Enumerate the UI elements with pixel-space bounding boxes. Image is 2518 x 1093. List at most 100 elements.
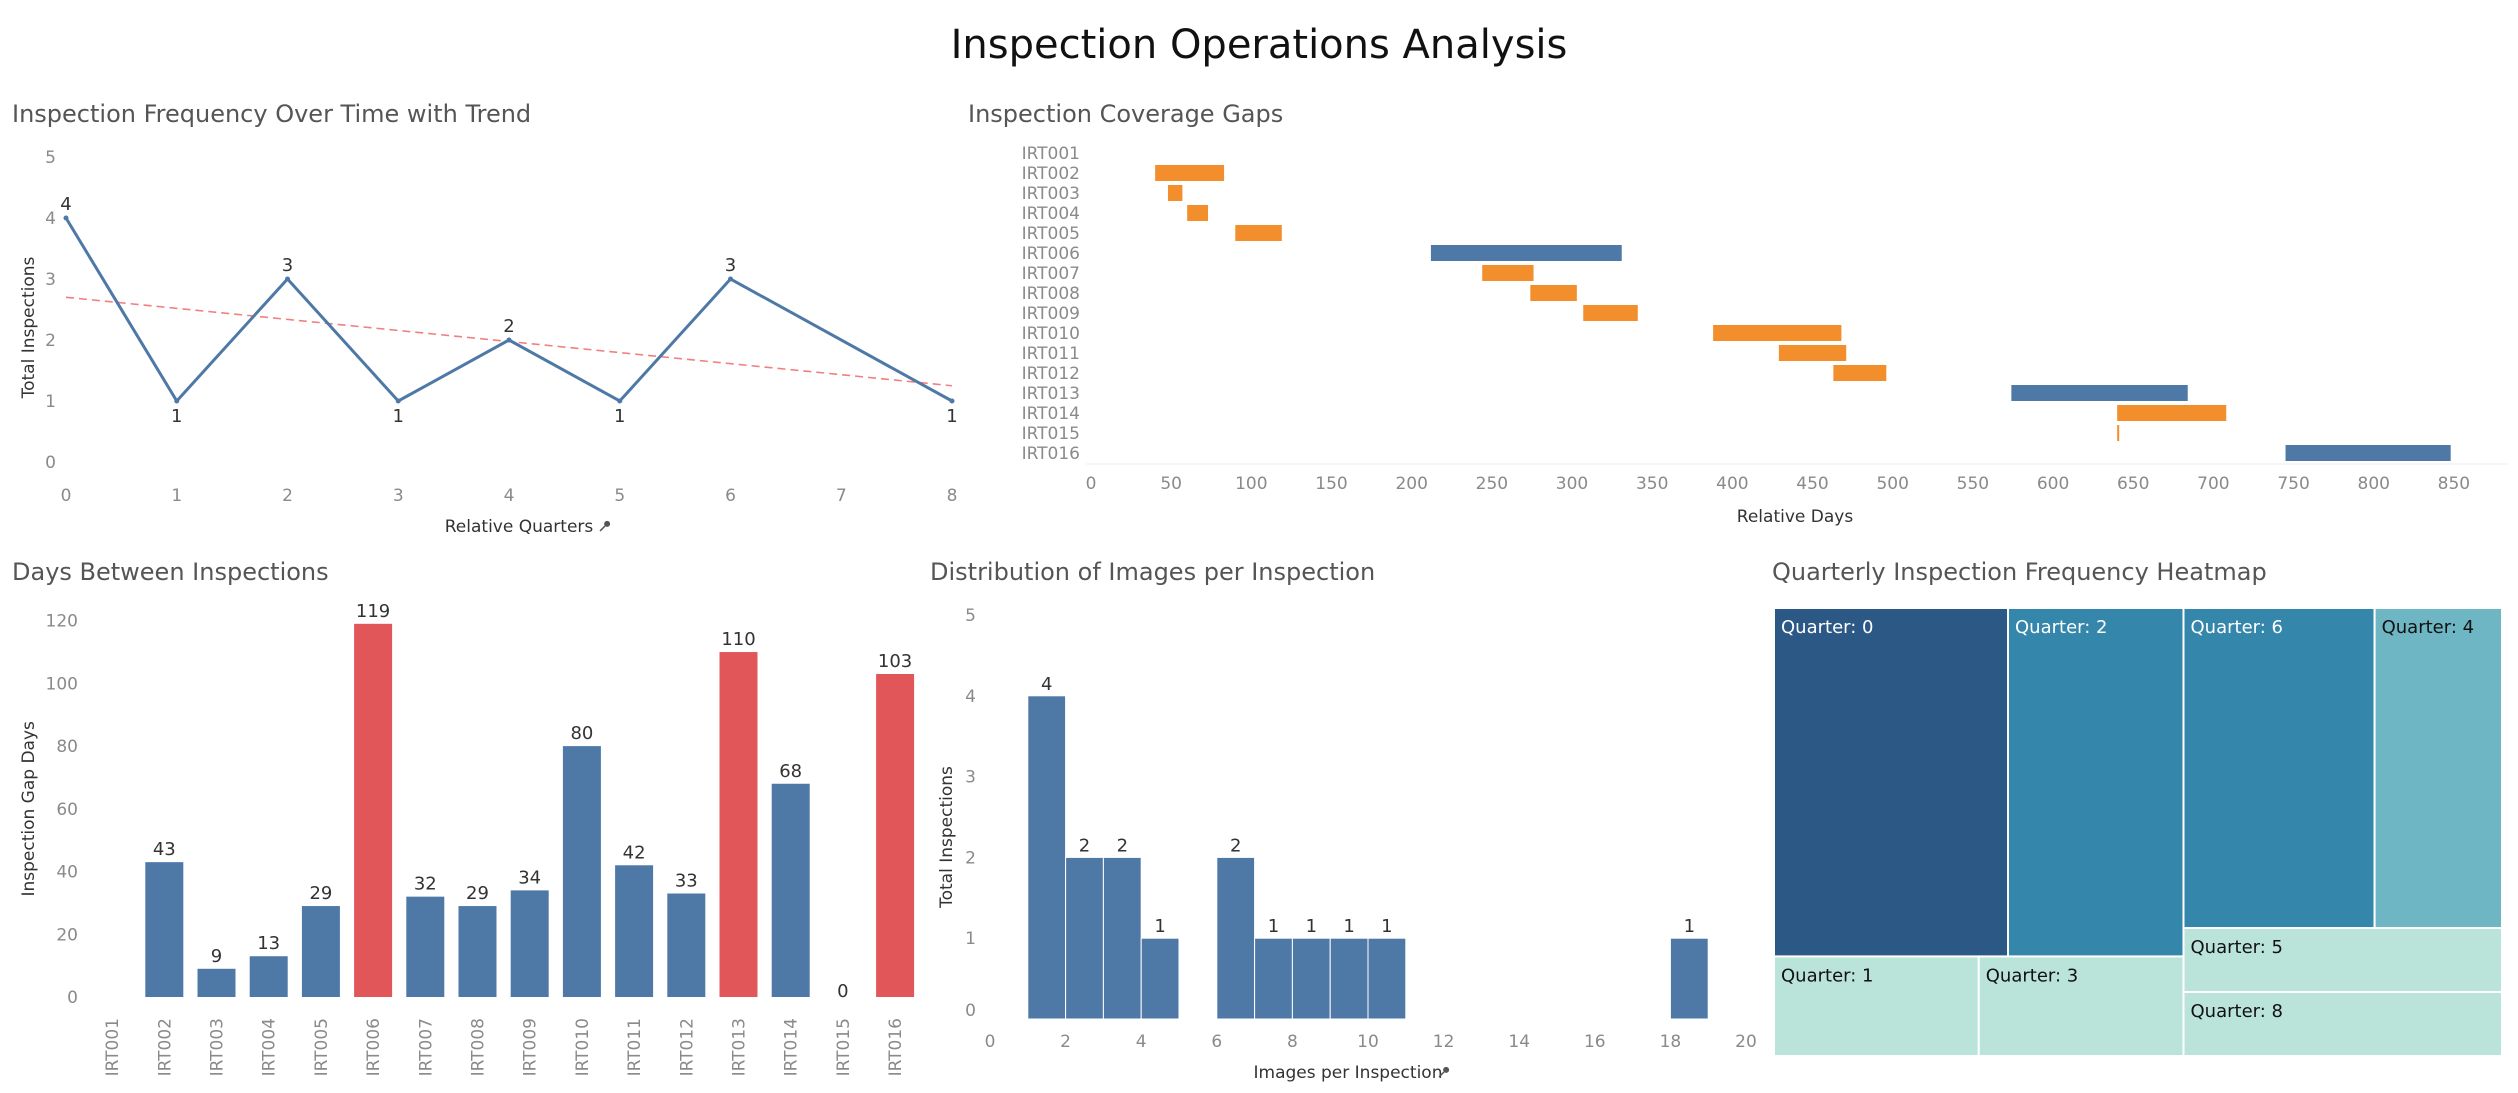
x-tick-label: IRT016	[886, 1018, 906, 1076]
y-tick-label: 120	[46, 612, 78, 632]
range-bar	[1778, 345, 1847, 361]
x-tick-label: 2	[282, 486, 293, 506]
x-tick-label: IRT011	[625, 1018, 645, 1076]
y-tick-label: 1	[45, 392, 56, 412]
y-tick-label: IRT012	[1022, 364, 1080, 384]
data-point	[949, 398, 955, 404]
y-tick-label: IRT013	[1022, 384, 1080, 404]
data-label: 1	[614, 406, 625, 427]
x-tick-label: 450	[1796, 474, 1828, 494]
frequency-chart-title: Inspection Frequency Over Time with Tren…	[12, 100, 532, 128]
treemap-cell-label: Quarter: 2	[2015, 617, 2107, 638]
y-tick-label: 4	[965, 687, 976, 707]
bar	[197, 968, 236, 997]
y-tick-label: 0	[45, 453, 56, 473]
data-label: 13	[257, 933, 280, 954]
data-label: 1	[171, 406, 182, 427]
x-tick-label: 100	[1235, 474, 1267, 494]
x-tick-label: 850	[2438, 474, 2470, 494]
treemap-cell-label: Quarter: 1	[1781, 965, 1873, 986]
x-tick-label: 700	[2197, 474, 2229, 494]
y-tick-label: IRT004	[1022, 204, 1080, 224]
y-axis-title: Total Inspections	[937, 766, 957, 909]
data-label: 1	[1381, 916, 1392, 937]
x-tick-label: 6	[725, 486, 736, 506]
x-tick-label: IRT013	[730, 1018, 750, 1076]
data-label: 4	[60, 194, 71, 215]
x-tick-label: IRT002	[155, 1018, 175, 1076]
x-tick-label: IRT014	[782, 1018, 802, 1076]
x-tick-label: 0	[61, 486, 72, 506]
x-tick-label: 3	[393, 486, 404, 506]
x-tick-label: 150	[1315, 474, 1347, 494]
x-tick-label: 350	[1636, 474, 1668, 494]
y-tick-label: 1	[965, 929, 976, 949]
bar	[301, 906, 340, 997]
treemap-cell	[2182, 927, 2503, 993]
pin-icon	[599, 520, 611, 532]
data-label: 1	[393, 406, 404, 427]
frequency-line-chart: 0 1 2 3 4 5 0 1 2 3 4 5 6 7 8 Total Inspections Relative…	[19, 148, 958, 537]
x-tick-label: 750	[2277, 474, 2309, 494]
y-tick-label: IRT008	[1022, 284, 1080, 304]
histogram-bar	[1102, 856, 1142, 1020]
gaps-chart-title: Days Between Inspections	[12, 558, 329, 586]
x-tick-label: 550	[1957, 474, 1989, 494]
x-tick-label: IRT004	[260, 1018, 280, 1076]
bar	[458, 906, 497, 997]
data-point	[63, 215, 69, 221]
y-tick-label: 60	[56, 800, 78, 820]
treemap-cell	[2373, 607, 2503, 929]
x-tick-label: IRT008	[469, 1018, 489, 1076]
data-label: 29	[309, 883, 332, 904]
histogram-bar	[1367, 937, 1407, 1020]
data-point	[728, 276, 733, 282]
bar	[615, 865, 654, 997]
treemap-cell-label: Quarter: 4	[2382, 617, 2474, 638]
range-bar	[1430, 245, 1622, 261]
x-tick-label: 1	[171, 486, 182, 506]
x-axis-title: Relative Days	[1737, 507, 1854, 527]
x-tick-label: 0	[1086, 474, 1097, 494]
data-point	[617, 398, 623, 404]
data-label: 42	[623, 842, 646, 863]
x-tick-label: 8	[947, 486, 958, 506]
y-tick-label: 3	[45, 270, 56, 290]
bar	[876, 673, 915, 997]
bar	[719, 652, 758, 997]
x-tick-label: 5	[614, 486, 625, 506]
dashboard-title: Inspection Operations Analysis	[950, 22, 1568, 68]
series-line	[64, 217, 953, 404]
quarterly-treemap: Quarter: 0 Quarter: 2 Quarter: 1 Quarter: 3…	[1773, 607, 2503, 1058]
treemap-cell-label: Quarter: 6	[2191, 617, 2283, 638]
bar	[667, 893, 706, 997]
y-tick-label: 40	[56, 863, 78, 883]
data-label: 1	[946, 406, 957, 427]
y-tick-label: IRT001	[1022, 144, 1080, 164]
data-label: 1	[1343, 916, 1354, 937]
x-tick-label: 250	[1476, 474, 1508, 494]
y-tick-label: IRT011	[1022, 344, 1080, 364]
x-tick-label: 16	[1584, 1032, 1606, 1052]
bar	[771, 783, 810, 997]
treemap-cell	[2182, 607, 2376, 929]
x-tick-label: 50	[1160, 474, 1182, 494]
y-tick-label: IRT014	[1022, 404, 1080, 424]
y-tick-label: IRT006	[1022, 244, 1080, 264]
data-label: 4	[1041, 674, 1052, 695]
data-label: 2	[503, 316, 514, 337]
histogram-bar	[1065, 856, 1104, 1020]
bar	[249, 956, 288, 997]
data-label: 43	[153, 839, 176, 860]
y-axis-title: Total Inspections	[19, 256, 39, 399]
x-tick-label: IRT005	[312, 1018, 332, 1076]
pin-icon	[1438, 1066, 1450, 1078]
y-tick-label: 0	[965, 1001, 976, 1021]
treemap-cell-label: Quarter: 3	[1986, 965, 2078, 986]
data-point	[285, 276, 290, 282]
bar	[562, 746, 601, 997]
treemap-cell-label: Quarter: 0	[1781, 617, 1873, 638]
y-tick-label: 0	[67, 988, 78, 1008]
data-label: 80	[570, 723, 593, 744]
